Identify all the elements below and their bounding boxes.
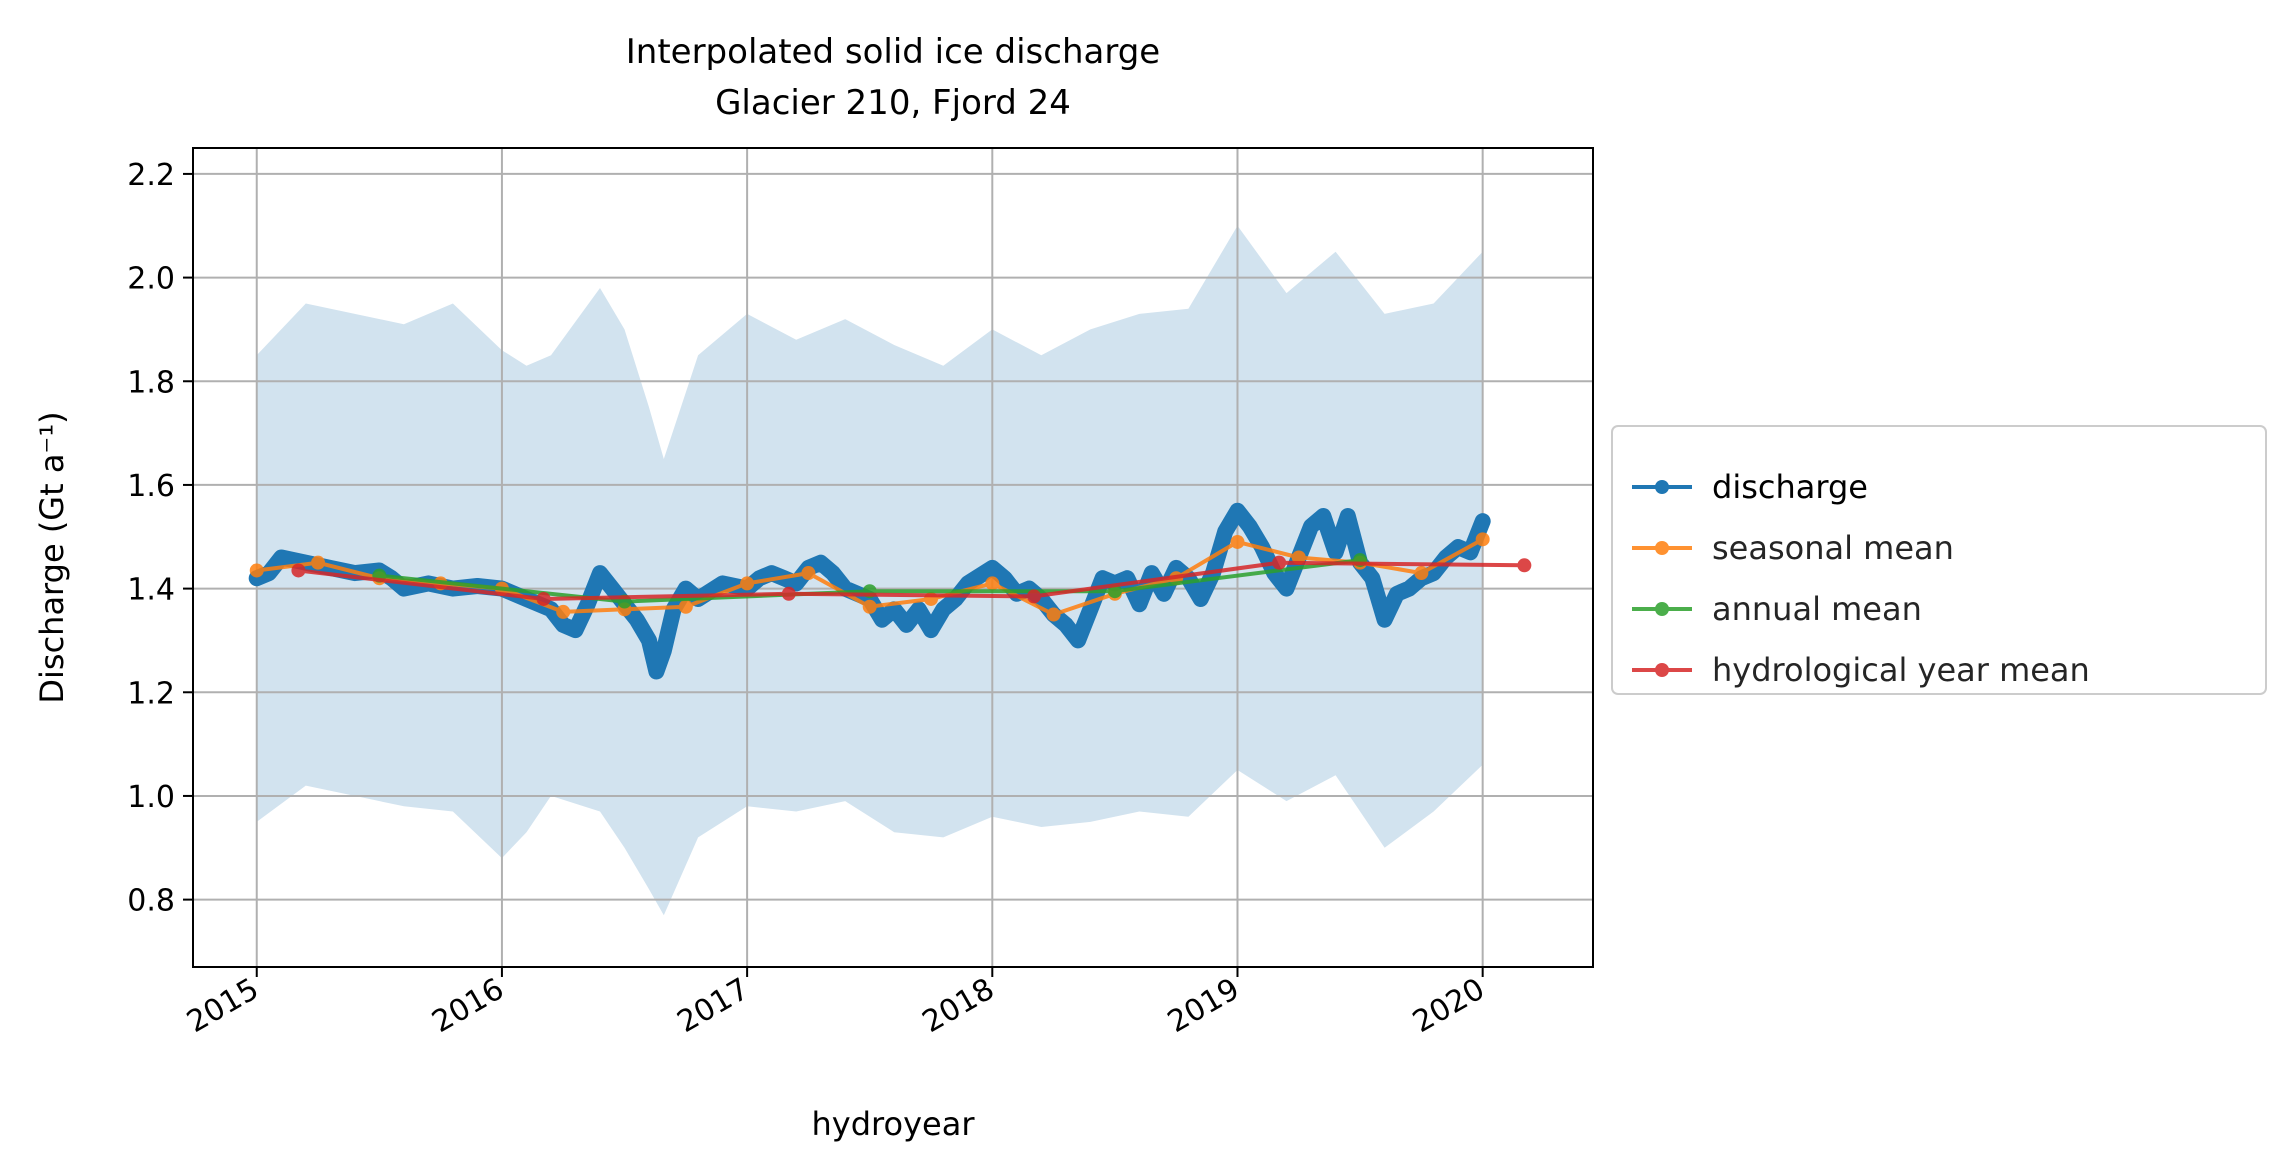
plot-area-frame: [192, 147, 1594, 968]
data-point: [1475, 532, 1490, 547]
x-tick-label: 2019: [1162, 972, 1246, 1040]
x-tick-label: 2015: [181, 972, 265, 1040]
series-3: [291, 555, 1532, 606]
legend: discharge seasonal mean annual mean hydrolo…: [1611, 425, 2267, 695]
legend-label: discharge: [1712, 468, 1868, 506]
data-point: [291, 563, 306, 578]
data-point: [862, 599, 877, 614]
legend-item: annual mean: [1632, 590, 1922, 628]
legend-label: seasonal mean: [1712, 529, 1954, 567]
data-point: [1230, 534, 1245, 549]
x-tick-label: 2018: [917, 972, 1001, 1040]
legend-marker: [1655, 541, 1669, 555]
legend-box: [1611, 425, 2267, 695]
y-tick-label: 1.2: [127, 676, 175, 711]
y-axis-label: Discharge (Gt a⁻¹): [33, 411, 71, 703]
legend-label: annual mean: [1712, 590, 1922, 628]
series-layer: [248, 502, 1532, 680]
y-tick-label: 1.6: [127, 469, 175, 504]
data-point: [536, 591, 551, 606]
y-tick-label: 1.0: [127, 780, 175, 815]
chart-title: Interpolated solid ice discharge: [626, 32, 1160, 72]
x-axis-label: hydroyear: [812, 1105, 976, 1143]
legend-item: hydrological year mean: [1632, 651, 2090, 689]
legend-item: discharge: [1632, 468, 1868, 506]
data-point: [311, 555, 326, 570]
data-point: [1046, 607, 1061, 622]
data-point: [801, 566, 816, 581]
uncertainty-band-layer: [256, 225, 1483, 916]
grid-layer: [193, 148, 1593, 967]
x-tick-label: 2016: [426, 972, 510, 1040]
y-tick-label: 2.2: [127, 158, 175, 193]
data-point: [678, 599, 693, 614]
data-point: [1414, 566, 1429, 581]
data-point: [1517, 558, 1532, 573]
data-point: [556, 604, 571, 619]
y-tick-label: 0.8: [127, 884, 175, 919]
x-tick-label: 2017: [671, 972, 755, 1040]
data-point: [781, 586, 796, 601]
chart-subtitle: Glacier 210, Fjord 24: [715, 83, 1071, 123]
x-tick-label: 2020: [1407, 972, 1491, 1040]
data-point: [985, 576, 1000, 591]
legend-marker: [1655, 663, 1669, 677]
uncertainty-band: [256, 225, 1483, 916]
data-point: [249, 563, 264, 578]
y-tick-label: 1.4: [127, 573, 175, 608]
data-point: [740, 576, 755, 591]
legend-marker: [1655, 480, 1669, 494]
series-line: [296, 560, 1527, 601]
y-tick-label: 1.8: [127, 365, 175, 400]
legend-marker: [1655, 602, 1669, 616]
legend-label: hydrological year mean: [1712, 651, 2090, 689]
y-tick-label: 2.0: [127, 262, 175, 297]
data-point: [1026, 589, 1041, 604]
data-point: [1272, 555, 1287, 570]
legend-item: seasonal mean: [1632, 529, 1954, 567]
